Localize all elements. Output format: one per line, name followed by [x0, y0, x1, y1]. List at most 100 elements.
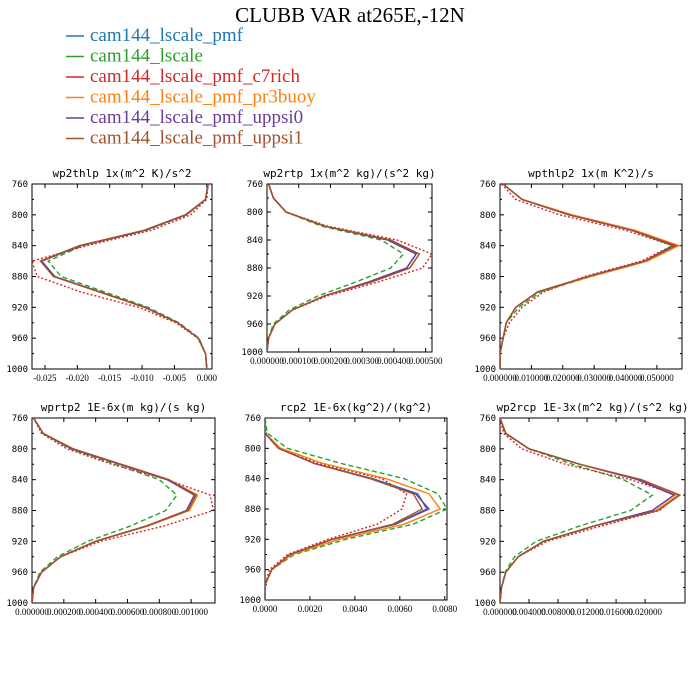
y-tick-label: 760 [12, 180, 28, 190]
x-tick-label: 0.030000 [577, 373, 611, 383]
y-tick-label: 800 [245, 444, 261, 454]
plot-frame [264, 417, 448, 601]
series-line-5 [265, 418, 431, 600]
panel-5: rcp2 1E-6x(kg^2)/(kg^2) 760 800 840 880 920 96… [239, 401, 457, 614]
x-tick-label: 0.000100 [282, 356, 316, 366]
series-line-6 [267, 184, 421, 352]
series-line-1 [40, 184, 209, 369]
x-tick-label: 0.001000 [174, 607, 208, 617]
x-tick-label: -0.015 [98, 373, 122, 383]
x-tick-label: 0.000300 [345, 356, 379, 366]
y-tick-label: 840 [480, 242, 496, 252]
series-line-5 [267, 184, 418, 352]
y-tick-label: 920 [245, 535, 261, 545]
series-line-6 [265, 418, 424, 600]
legend-entry: cam144_lscale_pmf [66, 25, 244, 46]
y-tick-label: 760 [480, 414, 496, 424]
x-tick-label: 0.0000 [253, 604, 278, 614]
y-tick-label: 800 [480, 445, 496, 455]
y-tick-label: 960 [245, 566, 261, 576]
y-tick-label: 920 [12, 303, 28, 313]
y-tick-label: 760 [12, 414, 28, 424]
x-tick-label: 0.0040 [343, 604, 368, 614]
panel-6: wp2rcp 1E-3x(m^2 kg)/(s^2 kg)760 800 840 88… [474, 401, 688, 617]
panel-3: wpthlp2 1x(m K^2)/s 760 800 840 880 920 960 100… [474, 167, 683, 383]
series-line-2 [267, 184, 405, 352]
y-tick-label: 840 [245, 475, 261, 485]
x-tick-label: 0.000000 [483, 607, 517, 617]
series-group [265, 418, 447, 600]
y-tick-label: 800 [247, 208, 263, 218]
y-tick-label: 880 [480, 507, 496, 517]
series-line-6 [500, 418, 682, 603]
x-tick-label: 0.000000 [483, 373, 517, 383]
panel-title: wp2thlp 1x(m^2 K)/s^2 [52, 167, 191, 180]
x-tick-label: 0.000400 [377, 356, 411, 366]
legend-label: cam144_lscale_pmf [90, 25, 244, 46]
legend-entry: cam144_lscale_pmf_uppsi1 [66, 128, 303, 149]
x-tick-label: 0.010000 [515, 373, 549, 383]
series-group [500, 184, 681, 369]
y-tick-label: 760 [245, 414, 261, 424]
y-tick-label: 840 [480, 476, 496, 486]
legend-entry: cam144_lscale_pmf_pr3buoy [66, 87, 316, 108]
y-tick-label: 960 [247, 320, 263, 330]
legend-label: cam144_lscale_pmf_pr3buoy [90, 87, 316, 108]
y-tick-label: 880 [245, 505, 261, 515]
panel-title: wp2rtp 1x(m^2 kg)/(s^2 kg) [263, 167, 435, 180]
y-tick-label: 920 [480, 303, 496, 313]
y-tick-label: 920 [247, 292, 263, 302]
y-tick-label: 760 [247, 180, 263, 190]
y-tick-label: 840 [12, 242, 28, 252]
series-line-2 [500, 418, 654, 603]
x-tick-label: 0.000200 [47, 607, 81, 617]
series-line-3 [32, 184, 209, 369]
series-line-4 [32, 418, 199, 603]
y-tick-label: 920 [480, 537, 496, 547]
y-tick-label: 880 [247, 264, 263, 274]
panel-title: wpthlp2 1x(m K^2)/s [528, 167, 654, 180]
x-tick-label: 0.0020 [298, 604, 323, 614]
y-tick-label: 800 [480, 211, 496, 221]
y-tick-label: 1000 [6, 599, 28, 609]
x-tick-label: 0.004000 [512, 607, 546, 617]
y-tick-label: 880 [480, 273, 496, 283]
x-tick-label: 0.0060 [387, 604, 412, 614]
y-tick-label: 1000 [474, 365, 496, 375]
y-tick-label: 760 [480, 180, 496, 190]
x-tick-label: 0.000200 [314, 356, 348, 366]
x-tick-label: 0.016000 [599, 607, 633, 617]
x-tick-label: -0.010 [130, 373, 154, 383]
panel-title: wprtp2 1E-6x(m kg)/(s kg) [41, 401, 207, 414]
y-tick-label: 960 [12, 334, 28, 344]
x-tick-label: 0.000800 [142, 607, 176, 617]
series-line-4 [267, 184, 421, 352]
x-tick-label: -0.025 [33, 373, 57, 383]
x-tick-label: 0.000000 [250, 356, 284, 366]
series-line-1 [32, 418, 197, 603]
y-tick-label: 840 [247, 236, 263, 246]
legend-entry: cam144_lscale [66, 46, 203, 67]
series-group [267, 184, 432, 352]
series-line-2 [47, 184, 209, 369]
y-tick-label: 1000 [6, 365, 28, 375]
panel-1: wp2thlp 1x(m^2 K)/s^2 760 800 840 880 920 960 1… [6, 167, 217, 383]
x-tick-label: 0.000000 [15, 607, 49, 617]
x-tick-label: -0.020 [66, 373, 90, 383]
y-tick-label: 880 [12, 507, 28, 517]
y-tick-label: 960 [480, 334, 496, 344]
y-tick-label: 800 [12, 445, 28, 455]
legend-entry: cam144_lscale_pmf_c7rich [66, 66, 300, 87]
series-group [32, 418, 215, 603]
x-tick-label: 0.050000 [640, 373, 674, 383]
series-line-2 [32, 418, 178, 603]
series-group [500, 418, 682, 603]
legend: cam144_lscale_pmfcam144_lscalecam144_lsc… [66, 25, 316, 149]
panel-title: rcp2 1E-6x(kg^2)/(kg^2) [280, 401, 432, 414]
x-tick-label: 0.000 [197, 373, 218, 383]
y-tick-label: 1000 [241, 348, 263, 358]
y-tick-label: 1000 [474, 599, 496, 609]
x-tick-label: 0.012000 [570, 607, 604, 617]
x-tick-label: 0.008000 [541, 607, 575, 617]
series-line-1 [267, 184, 418, 352]
